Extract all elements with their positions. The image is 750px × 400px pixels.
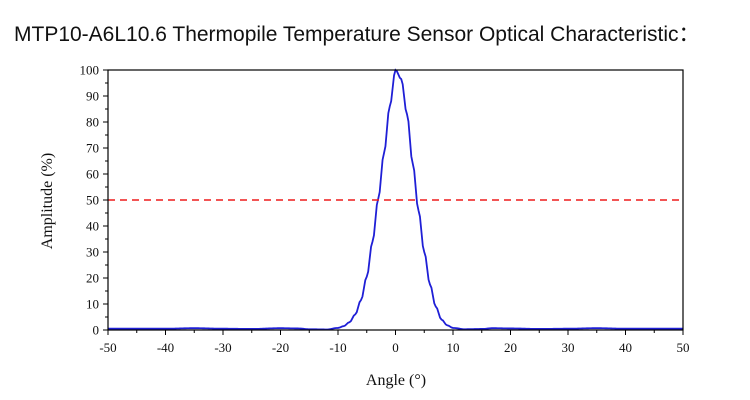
y-tick-label: 40 [86,219,99,234]
x-tick-label: 40 [619,340,632,355]
y-tick-label: 60 [86,167,99,182]
y-tick-label: 100 [80,63,100,78]
x-axis: -50 -40 -30 -20 -10 0 10 20 30 40 50 [99,330,690,355]
x-axis-title: Angle (°) [366,372,426,389]
y-tick-label: 30 [86,245,99,260]
y-tick-label: 50 [86,193,99,208]
x-tick-label: 10 [447,340,460,355]
y-tick-label: 20 [86,271,99,286]
plot-area [108,68,683,331]
y-axis: 0 10 20 30 40 50 60 70 80 90 100 [80,63,108,338]
x-tick-label: -40 [157,340,174,355]
page-title: MTP10-A6L10.6 Thermopile Temperature Sen… [14,23,700,46]
y-tick-label: 70 [86,141,99,156]
y-tick-label: 0 [93,323,100,338]
y-tick-label: 90 [86,89,99,104]
x-tick-label: -10 [329,340,346,355]
y-tick-label: 80 [86,115,99,130]
y-axis-title: Amplitude (%) [39,153,56,249]
x-tick-label: 20 [504,340,517,355]
x-tick-label: 50 [677,340,690,355]
x-tick-label: -50 [99,340,116,355]
x-tick-label: -20 [272,340,289,355]
y-tick-label: 10 [86,297,99,312]
x-tick-label: 0 [392,340,399,355]
x-tick-label: -30 [214,340,231,355]
x-tick-label: 30 [562,340,575,355]
